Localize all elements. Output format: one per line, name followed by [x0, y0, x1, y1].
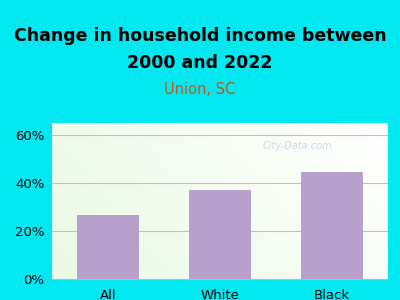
Text: 2000 and 2022: 2000 and 2022 [127, 54, 273, 72]
Bar [301, 172, 363, 279]
Text: Union, SC: Union, SC [164, 82, 236, 98]
Text: City-Data.com: City-Data.com [262, 141, 332, 152]
Bar [77, 215, 139, 279]
Bar [189, 190, 251, 279]
Text: Change in household income between: Change in household income between [14, 27, 386, 45]
